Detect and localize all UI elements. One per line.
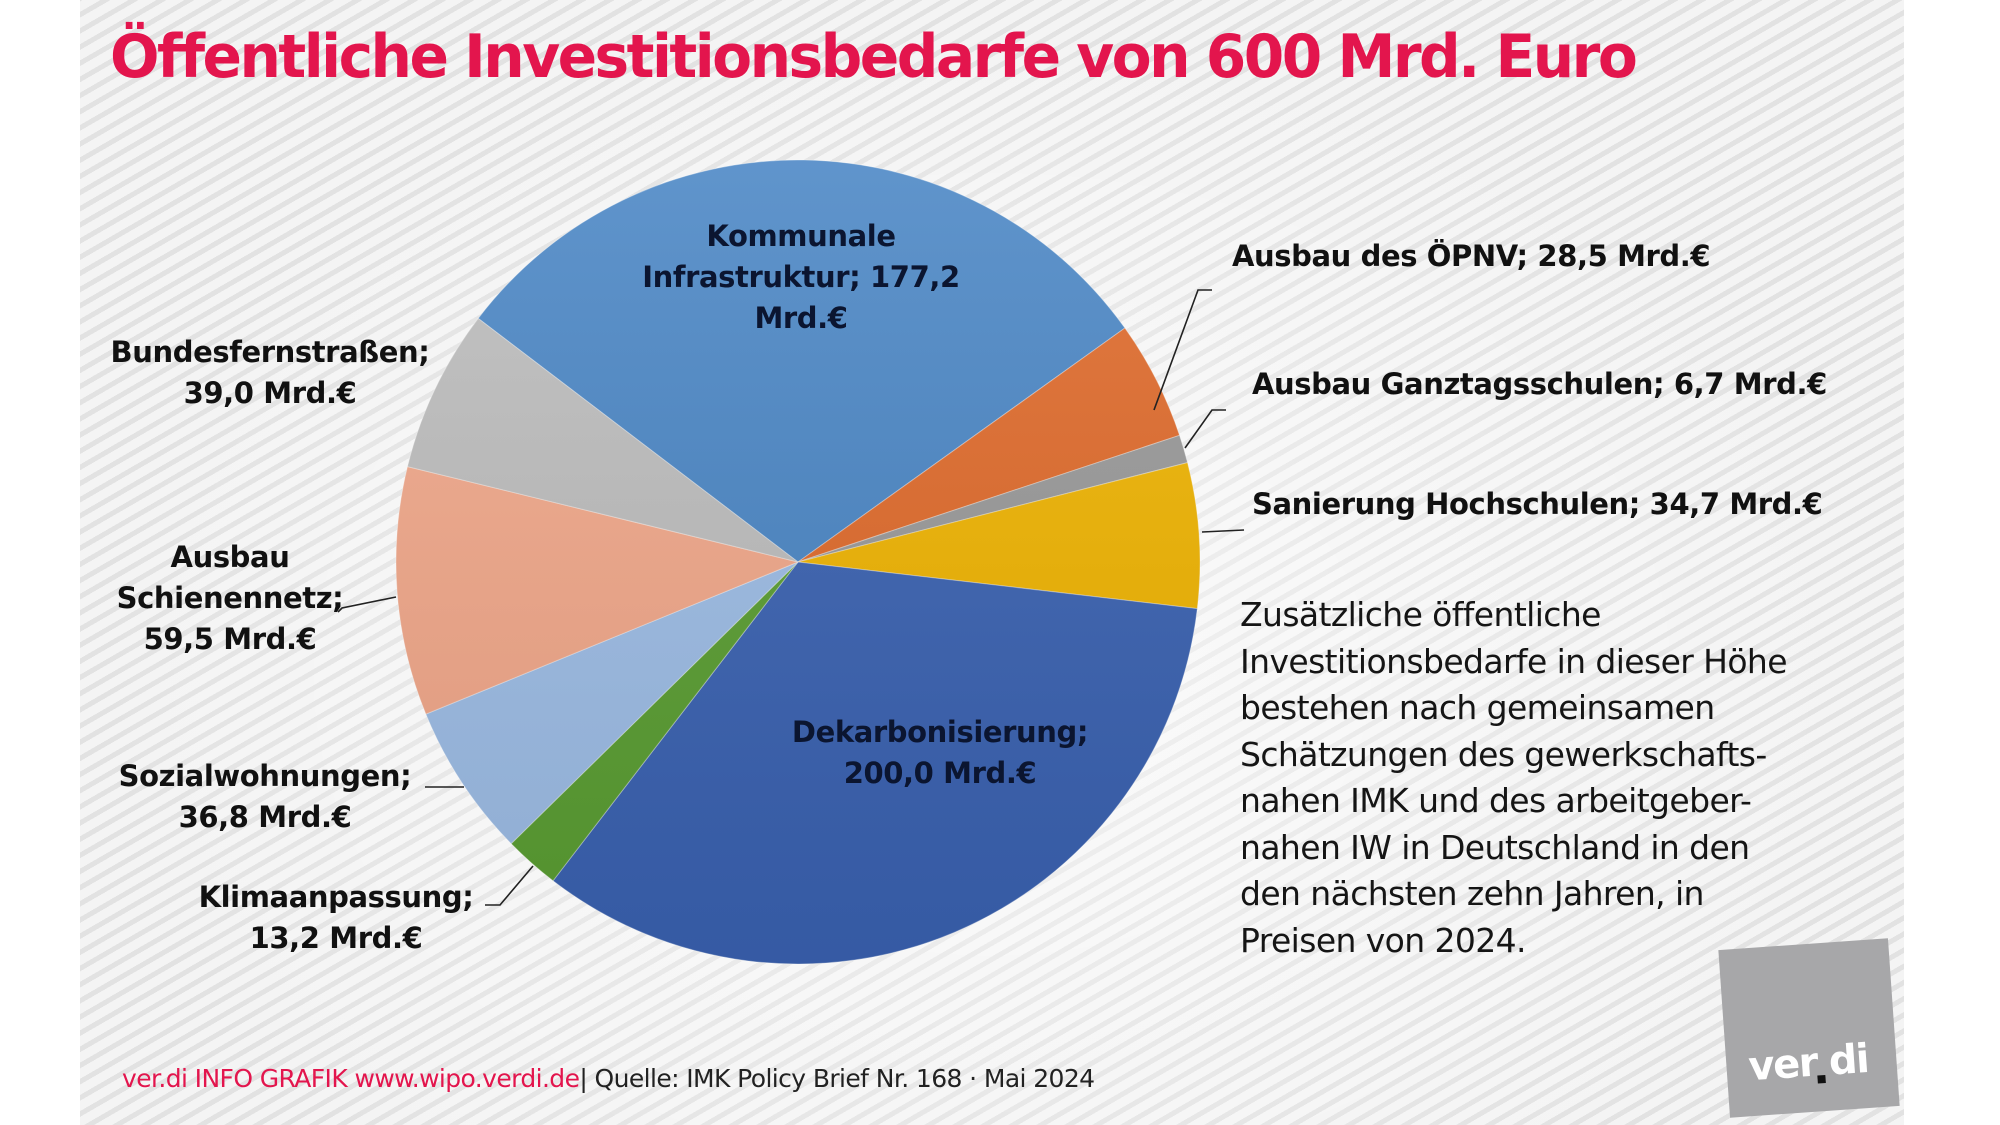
verdi-logo: ver di (1718, 938, 1900, 1118)
slice-label-line: Klimaanpassung; (198, 880, 474, 914)
slice-label-line: Infrastruktur; 177,2 (642, 260, 960, 294)
description-line: den nächsten zehn Jahren, in (1240, 874, 1704, 913)
slice-label-line: Ausbau (170, 540, 290, 574)
slice-label-kommunale: Kommunale Infrastruktur; 177,2 Mrd.€ (636, 216, 966, 339)
description-line: Investitionsbedarfe in dieser Höhe (1240, 641, 1788, 681)
description-line: Preisen von 2024. (1240, 920, 1527, 960)
footer-brand-link[interactable]: ver.di INFO GRAFIK www.wipo.verdi.de (122, 1064, 580, 1093)
chart-title: Öffentliche Investitionsbedarfe von 600 … (110, 22, 1638, 92)
logo-text-left: ver (1746, 1039, 1819, 1091)
leader-line-hochschulen (1201, 529, 1245, 533)
slice-label-schienen: Ausbau Schienennetz; 59,5 Mrd.€ (100, 537, 360, 660)
slice-label-ganztag: Ausbau Ganztagsschulen; 6,7 Mrd.€ (1252, 367, 1827, 401)
slice-label-bundesfern: Bundesfernstraßen; 39,0 Mrd.€ (100, 332, 440, 414)
footer: ver.di INFO GRAFIK www.wipo.verdi.de| Qu… (122, 1064, 1095, 1093)
slice-label-dekarbonisierung: Dekarbonisierung; 200,0 Mrd.€ (760, 712, 1120, 794)
description-line: Zusätzliche öffentliche (1240, 595, 1601, 634)
slice-label-hochschulen: Sanierung Hochschulen; 34,7 Mrd.€ (1252, 487, 1823, 521)
leader-line-klima (485, 865, 534, 906)
logo-text-right: di (1827, 1036, 1870, 1085)
slice-label-line: Mrd.€ (754, 301, 848, 335)
slice-label-line: 59,5 Mrd.€ (143, 622, 317, 656)
slice-label-line: 200,0 Mrd.€ (843, 756, 1037, 790)
description-text: Zusätzliche öffentliche Investitionsbeda… (1240, 592, 1880, 964)
slice-label-klima: Klimaanpassung; 13,2 Mrd.€ (186, 877, 486, 959)
logo-dot-icon (1817, 1074, 1826, 1084)
slice-label-oepnv: Ausbau des ÖPNV; 28,5 Mrd.€ (1232, 239, 1711, 273)
leader-line-ganztag (1184, 409, 1226, 449)
leader-line-schienen (337, 596, 397, 613)
slice-label-line: Kommunale (706, 219, 896, 253)
slice-label-line: 36,8 Mrd.€ (178, 800, 352, 834)
verdi-logo-text: ver di (1747, 1036, 1870, 1090)
slice-label-line: 13,2 Mrd.€ (249, 921, 423, 955)
description-line: bestehen nach gemeinsamen (1240, 688, 1715, 727)
slice-label-line: 39,0 Mrd.€ (183, 376, 357, 410)
description-line: nahen IMK und des arbeitgeber- (1240, 781, 1752, 820)
slice-label-line: Sozialwohnungen; (118, 759, 412, 793)
footer-source: | Quelle: IMK Policy Brief Nr. 168 · Mai… (579, 1064, 1095, 1093)
description-line: nahen IW in Deutschland in den (1240, 827, 1750, 867)
slice-label-line: Bundesfernstraßen; (110, 335, 430, 369)
description-line: Schätzungen des gewerkschafts- (1240, 734, 1767, 774)
leader-line-oepnv (1153, 289, 1212, 411)
slice-label-line: Dekarbonisierung; (791, 715, 1089, 749)
slice-label-sozial: Sozialwohnungen; 36,8 Mrd.€ (100, 756, 430, 838)
slice-label-line: Schienennetz; (116, 581, 344, 615)
